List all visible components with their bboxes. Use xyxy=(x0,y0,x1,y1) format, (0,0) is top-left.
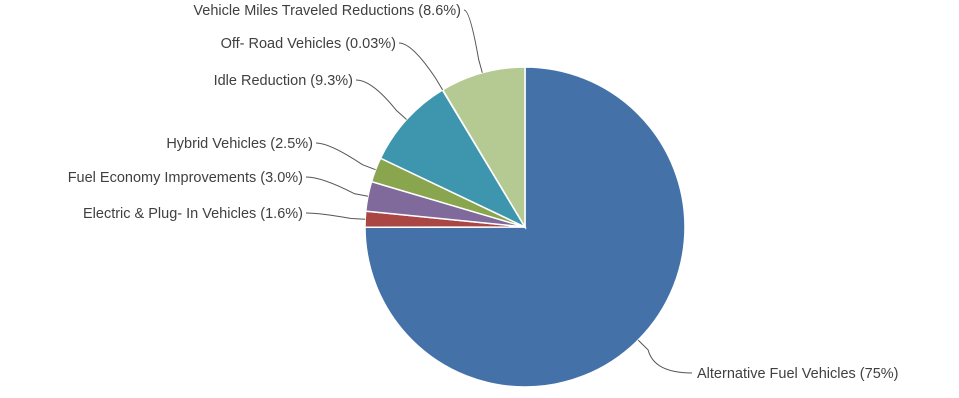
leader-line-4 xyxy=(315,142,376,171)
slice-label-4: Hybrid Vehicles (2.5%) xyxy=(166,136,313,152)
leader-line-3 xyxy=(305,176,369,197)
leader-line-1 xyxy=(637,339,693,374)
labels-layer: Alternative Fuel Vehicles (75%) Electric … xyxy=(68,3,899,382)
leader-line-5 xyxy=(355,79,407,120)
slice-label-7: Vehicle Miles Traveled Reductions (8.6%) xyxy=(193,3,461,19)
slice-label-3: Fuel Economy Improvements (3.0%) xyxy=(68,170,303,186)
slice-label-1: Alternative Fuel Vehicles (75%) xyxy=(697,366,899,382)
pie-slice-7 xyxy=(441,66,526,230)
slice-label-5: Idle Reduction (9.3%) xyxy=(214,73,353,89)
pie-slice-5 xyxy=(379,88,527,229)
slices-layer xyxy=(364,66,686,388)
leader-line-6 xyxy=(398,42,444,91)
leader-line-2 xyxy=(305,212,366,220)
slice-label-6: Off- Road Vehicles (0.03%) xyxy=(221,36,396,52)
pie-slice-1 xyxy=(364,66,686,388)
slice-label-2: Electric & Plug- In Vehicles (1.6%) xyxy=(83,206,303,222)
leader-lines-layer xyxy=(305,9,693,374)
leader-line-7 xyxy=(463,9,483,73)
